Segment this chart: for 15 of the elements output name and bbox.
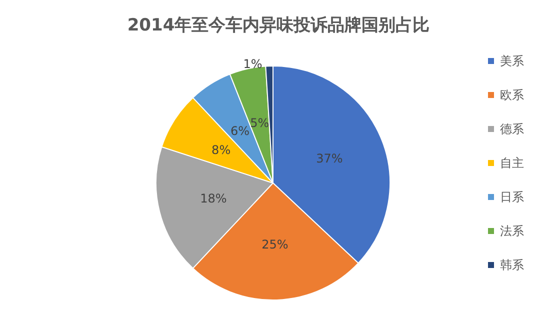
data-label: 37% <box>316 152 343 166</box>
legend-label: 自主 <box>500 156 524 170</box>
legend-label: 韩系 <box>500 258 524 272</box>
legend-label: 欧系 <box>500 88 524 102</box>
data-label: 25% <box>262 237 288 252</box>
legend-label: 美系 <box>500 54 524 68</box>
data-label: 6% <box>230 124 250 138</box>
legend-label: 日系 <box>500 190 524 204</box>
data-label: 5% <box>250 116 270 130</box>
data-label: 18% <box>200 191 227 206</box>
data-label: 8% <box>212 143 231 158</box>
legend-label: 德系 <box>500 122 524 136</box>
data-label: 1% <box>243 57 262 72</box>
chart-title: 2014年至今车内异味投诉品牌国别占比 <box>127 16 430 36</box>
legend-label: 法系 <box>500 224 524 238</box>
